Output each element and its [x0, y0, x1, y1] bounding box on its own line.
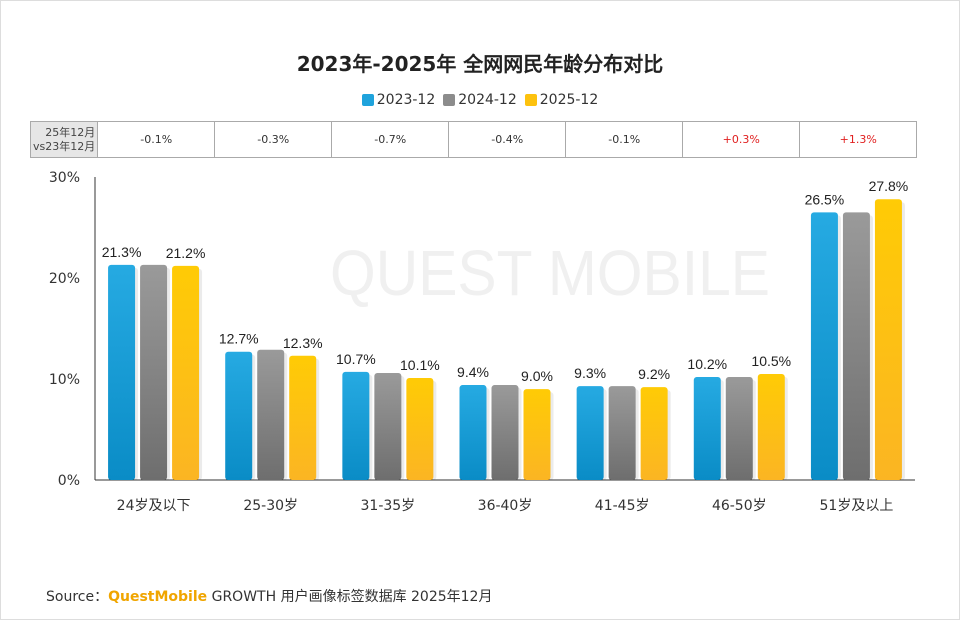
x-tick-label: 41-45岁	[595, 498, 650, 514]
legend: 2023-12 2024-12 2025-12	[0, 92, 960, 108]
y-tick-label: 10%	[49, 372, 80, 388]
source-brand: QuestMobile	[108, 589, 208, 605]
data-label: 21.3%	[102, 244, 142, 260]
y-tick-label: 30%	[49, 170, 80, 186]
legend-swatch	[524, 94, 537, 106]
data-label: 10.7%	[336, 351, 376, 367]
x-tick-label: 51岁及以上	[820, 498, 894, 514]
data-label: 9.2%	[638, 366, 670, 382]
bar-2023-12	[693, 376, 721, 480]
diff-cell: -0.1%	[97, 121, 216, 158]
diff-cell: -0.7%	[331, 121, 450, 158]
x-tick-label: 31-35岁	[361, 498, 416, 514]
legend-label: 2024-12	[458, 92, 517, 108]
bar-2025-12	[757, 373, 785, 480]
data-label: 9.3%	[574, 365, 606, 381]
bar-2024-12	[491, 385, 519, 480]
data-label: 27.8%	[869, 178, 909, 194]
legend-swatch	[361, 94, 374, 106]
data-label: 12.7%	[219, 331, 259, 347]
diff-row: 25年12月 vs23年12月 -0.1% -0.3% -0.7% -0.4% -…	[29, 121, 918, 158]
x-tick-label: 25-30岁	[243, 498, 298, 514]
bar-2023-12	[576, 386, 604, 480]
bar-2025-12	[874, 199, 902, 480]
diff-cell: -0.1%	[565, 121, 684, 158]
x-tick-label: 46-50岁	[712, 498, 767, 514]
data-label: 10.1%	[400, 357, 440, 373]
diff-cell: +0.3%	[682, 121, 801, 158]
bar-2025-12	[172, 265, 200, 480]
data-label: 21.2%	[166, 245, 206, 261]
diff-cell: +1.3%	[799, 121, 918, 158]
bar-2024-12	[725, 376, 753, 480]
watermark: QUEST MOBILE	[330, 237, 770, 309]
y-tick-label: 20%	[49, 271, 80, 287]
bar-2023-12	[342, 371, 370, 480]
legend-swatch	[443, 94, 456, 106]
data-label: 10.5%	[751, 353, 791, 369]
x-tick-label: 36-40岁	[478, 498, 533, 514]
legend-label: 2023-12	[376, 92, 436, 108]
bar-2023-12	[108, 264, 136, 480]
bar-2023-12	[810, 212, 838, 480]
diff-cell: -0.3%	[214, 121, 333, 158]
legend-item-2024: 2024-12	[443, 92, 517, 108]
bar-2024-12	[842, 212, 870, 480]
bar-2025-12	[523, 389, 551, 480]
bar-2023-12	[225, 351, 253, 480]
data-label: 9.0%	[521, 368, 553, 384]
y-tick-label: 0%	[58, 473, 80, 489]
legend-label: 2025-12	[539, 92, 599, 108]
legend-item-2023: 2023-12	[361, 92, 436, 108]
data-label: 10.2%	[687, 356, 727, 372]
legend-item-2025: 2025-12	[524, 92, 599, 108]
data-label: 12.3%	[283, 335, 323, 351]
diff-header-line2: vs23年12月	[33, 139, 96, 153]
bar-2025-12	[640, 387, 668, 480]
source-note: Source：QuestMobile GROWTH 用户画像标签数据库 2025…	[46, 586, 492, 606]
source-prefix: Source：	[46, 589, 109, 605]
data-label: 9.4%	[457, 364, 489, 380]
diff-cell: -0.4%	[448, 121, 567, 158]
x-tick-label: 24岁及以下	[117, 498, 191, 514]
bar-2024-12	[257, 349, 285, 480]
bar-2024-12	[374, 372, 402, 480]
chart-title: 2023年-2025年 全网网民年龄分布对比	[296, 52, 664, 76]
bar-2025-12	[289, 355, 317, 480]
bar-2025-12	[406, 377, 434, 480]
bar-2024-12	[608, 386, 636, 480]
source-text: GROWTH 用户画像标签数据库 2025年12月	[207, 589, 493, 605]
bar-2024-12	[140, 264, 168, 480]
diff-header: 25年12月 vs23年12月	[29, 121, 99, 158]
diff-table: 25年12月 vs23年12月 -0.1% -0.3% -0.7% -0.4% -…	[29, 121, 918, 158]
bar-2023-12	[459, 385, 487, 480]
data-label: 26.5%	[805, 191, 845, 207]
diff-header-line1: 25年12月	[45, 125, 96, 139]
